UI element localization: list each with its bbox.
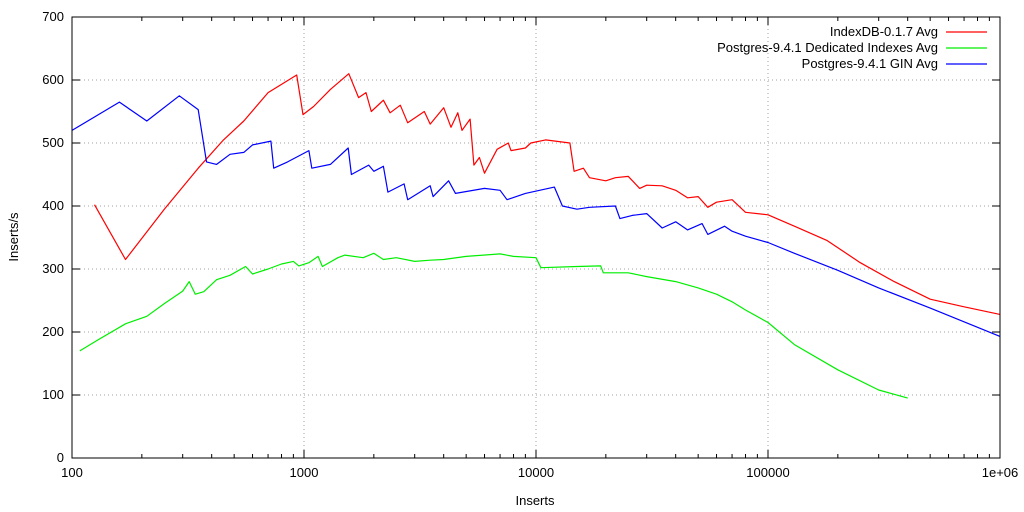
y-tick-labels: 0 100 200 300 400 500 600 700 [42, 9, 64, 465]
y-axis-title: Inserts/s [6, 212, 21, 262]
y-tick-label: 200 [42, 324, 64, 339]
y-tick-label: 300 [42, 261, 64, 276]
legend-label: Postgres-9.4.1 GIN Avg [802, 56, 938, 71]
grid-lines [72, 17, 1000, 458]
y-tick-label: 500 [42, 135, 64, 150]
x-tick-label: 1000 [290, 465, 319, 480]
legend-label: IndexDB-0.1.7 Avg [830, 24, 938, 39]
x-tick-label: 1e+06 [982, 465, 1019, 480]
legend-label: Postgres-9.4.1 Dedicated Indexes Avg [717, 40, 938, 55]
axis-ticks [71, 16, 1001, 459]
x-tick-label: 100 [61, 465, 83, 480]
series-line-2 [79, 252, 908, 399]
y-tick-label: 100 [42, 387, 64, 402]
y-tick-label: 700 [42, 9, 64, 24]
x-tick-labels: 100 1000 10000 100000 1e+06 [61, 465, 1018, 480]
x-tick-label: 100000 [746, 465, 789, 480]
x-axis-title: Inserts [515, 493, 555, 508]
y-tick-label: 400 [42, 198, 64, 213]
y-tick-label: 600 [42, 72, 64, 87]
series-lines [71, 73, 1001, 399]
series-line-3 [71, 95, 1001, 337]
y-tick-label: 0 [57, 450, 64, 465]
x-tick-label: 10000 [518, 465, 554, 480]
series-line-1 [93, 73, 1001, 315]
plot-frame [71, 16, 1001, 459]
